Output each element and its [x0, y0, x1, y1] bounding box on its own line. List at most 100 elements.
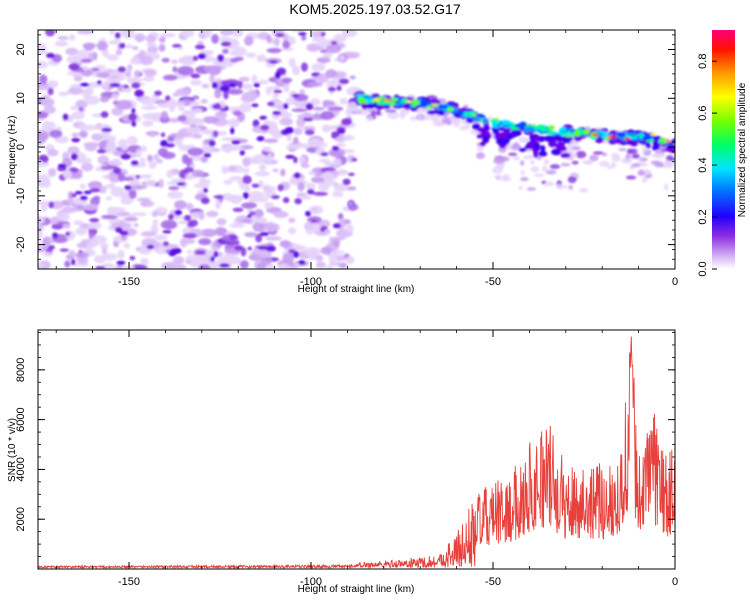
heatmap-cell	[38, 200, 51, 207]
heatmap-cell	[126, 136, 138, 145]
heatmap-cell	[288, 57, 296, 68]
heatmap-cell	[76, 30, 94, 35]
heatmap-cell	[253, 92, 259, 99]
heatmap-cell	[534, 173, 545, 177]
heatmap-cell	[249, 211, 256, 216]
heatmap-cell	[123, 84, 130, 89]
heatmap-peak	[664, 139, 671, 143]
heatmap-cell	[664, 183, 669, 191]
heatmap-cell	[121, 30, 133, 39]
heatmap-cell	[80, 58, 93, 63]
heatmap-cell	[153, 154, 159, 161]
heatmap-cell	[259, 231, 270, 237]
heatmap-cell	[99, 243, 109, 249]
heatmap-cell	[327, 86, 336, 92]
heatmap-cell	[118, 219, 126, 229]
heatmap-cell	[192, 133, 203, 139]
heatmap-cell	[321, 180, 338, 186]
heatmap-cell	[214, 226, 227, 237]
colorbar-gradient	[712, 30, 735, 269]
heatmap-cell	[168, 186, 180, 191]
heatmap-cell	[81, 162, 94, 172]
heatmap-cell	[346, 186, 357, 191]
heatmap-cell	[146, 42, 157, 48]
snr-x-axis-label: Height of straight line (km)	[298, 584, 415, 595]
heatmap-cell	[328, 164, 341, 169]
heatmap-cell	[133, 222, 139, 228]
heatmap-cell	[476, 145, 484, 152]
heatmap-cell	[119, 192, 130, 199]
heatmap-cell	[366, 115, 374, 122]
heatmap-cell	[127, 227, 135, 236]
heatmap-cell	[253, 153, 268, 164]
heatmap-cell	[578, 129, 585, 134]
heatmap-cell	[107, 160, 123, 167]
snr-panel: -150 -100 -50 0 2000 4000 6000 8000 Height of s…	[7, 329, 678, 595]
snr-ytick-label: 6000	[15, 407, 27, 431]
heatmap-cell	[73, 74, 83, 82]
heatmap-cell	[533, 150, 539, 158]
heatmap-cell	[267, 101, 275, 107]
snr-ticks: -150 -100 -50 0 2000 4000 6000 8000	[15, 330, 678, 588]
heatmap-cell	[214, 110, 228, 121]
heatmap-cell	[38, 179, 47, 188]
heatmap-cell	[219, 30, 234, 36]
heatmap-cell	[409, 116, 417, 121]
heatmap-cell	[625, 175, 637, 180]
heatmap-cell	[185, 126, 202, 134]
heatmap-cell	[158, 178, 164, 189]
heatmap-peak	[384, 98, 391, 102]
snr-series-line	[38, 336, 675, 569]
heatmap-cell	[171, 59, 178, 64]
heatmap-cell	[148, 160, 157, 169]
heatmap-cell	[556, 183, 563, 190]
heatmap-cell	[266, 34, 272, 44]
heatmap-cell	[463, 113, 470, 117]
heatmap-cell	[140, 257, 149, 266]
heatmap-cell	[38, 84, 50, 91]
heatmap-cell	[251, 74, 258, 84]
heatmap-cell	[106, 54, 119, 62]
heatmap-cell	[519, 176, 529, 182]
heatmap-cell	[126, 44, 133, 49]
heatmap-cell	[638, 133, 645, 138]
heatmap-cell	[641, 176, 648, 183]
heatmap-cell	[262, 146, 272, 152]
heatmap-cell	[228, 256, 242, 265]
heatmap-cell	[244, 35, 254, 46]
heatmap-cell	[211, 81, 218, 89]
heatmap-cell	[643, 134, 653, 140]
heatmap-cell	[229, 50, 240, 57]
heatmap-cell	[302, 144, 310, 149]
heatmap-cell	[136, 148, 142, 158]
heatmap-cell	[322, 100, 335, 107]
heatmap-cell	[217, 54, 225, 63]
heatmap-cell	[78, 130, 88, 139]
heatmap-cell	[270, 194, 280, 200]
heatmap-cell	[78, 106, 84, 112]
heatmap-cell	[161, 57, 170, 63]
heatmap-cell	[438, 105, 448, 109]
heatmap-cell	[234, 245, 244, 251]
heatmap-cell	[47, 80, 59, 89]
heatmap-cell	[198, 210, 205, 221]
heatmap-cell	[47, 149, 59, 157]
heatmap-cell	[108, 40, 118, 45]
heatmap-cell	[96, 80, 102, 85]
heatmap-cell	[226, 145, 244, 152]
heatmap-cell	[45, 30, 56, 37]
heatmap-cell	[103, 80, 110, 90]
heatmap-cell	[228, 165, 237, 173]
heatmap-cell	[283, 103, 289, 110]
heatmap-cell	[263, 201, 274, 209]
heatmap-cell	[210, 255, 215, 263]
heatmap-cell	[338, 78, 350, 85]
heatmap-cell	[305, 182, 316, 190]
heatmap-cell	[131, 46, 139, 51]
snr-y-axis-label: SNR (10 * v/v)	[7, 418, 18, 482]
heatmap-cell	[167, 191, 184, 199]
heatmap-cell	[203, 152, 212, 158]
heatmap-cell	[38, 49, 48, 55]
heatmap-cell	[246, 214, 252, 219]
snr-ytick-label: 4000	[15, 457, 27, 481]
